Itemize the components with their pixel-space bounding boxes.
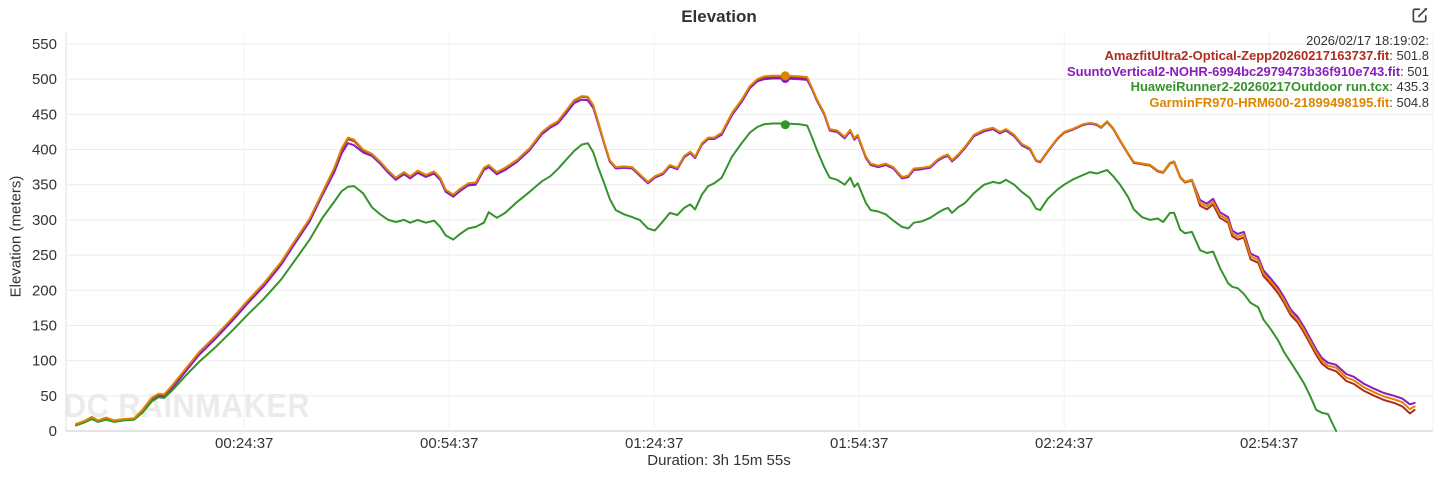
legend-entry-name: GarminFR970-HRM600-21899498195.fit bbox=[1149, 94, 1390, 110]
marker-dot-huawei bbox=[780, 120, 790, 130]
legend-entry-suunto: SuuntoVertical2-NOHR-6994bc2979473b36f91… bbox=[1067, 64, 1429, 79]
legend-entry-huawei: HuaweiRunner2-20260217Outdoor run.tcx: 4… bbox=[1067, 79, 1429, 94]
x-tick-label: 00:54:37 bbox=[420, 435, 478, 452]
y-tick-label: 400 bbox=[32, 142, 57, 159]
legend-entry-value: : 435.3 bbox=[1389, 79, 1429, 95]
edit-icon bbox=[1411, 7, 1429, 28]
legend-entry-value: : 504.8 bbox=[1389, 94, 1429, 110]
legend-entry-name: HuaweiRunner2-20260217Outdoor run.tcx bbox=[1130, 79, 1390, 95]
x-tick-label: 01:24:37 bbox=[625, 435, 683, 452]
y-tick-label: 150 bbox=[32, 317, 57, 334]
y-tick-label: 350 bbox=[32, 177, 57, 194]
legend-entry-value: : 501.8 bbox=[1389, 48, 1429, 64]
series-line-huawei bbox=[75, 122, 1338, 432]
x-axis-label: Duration: 3h 15m 55s bbox=[647, 452, 791, 469]
x-tick-label: 00:24:37 bbox=[215, 435, 273, 452]
legend-datetime: 2026/02/17 18:19:02: bbox=[1306, 33, 1429, 48]
legend-entry-name: SuuntoVertical2-NOHR-6994bc2979473b36f91… bbox=[1066, 63, 1401, 79]
chart-title: Elevation bbox=[681, 7, 757, 26]
legend-entry-name: AmazfitUltra2-Optical-Zepp20260217163737… bbox=[1104, 48, 1390, 64]
legend-entry-garmin: GarminFR970-HRM600-21899498195.fit: 504.… bbox=[1067, 95, 1429, 110]
hover-legend: 2026/02/17 18:19:02: AmazfitUltra2-Optica… bbox=[1067, 33, 1429, 110]
legend-entry-value: : 501 bbox=[1400, 63, 1429, 79]
y-tick-label: 0 bbox=[49, 423, 57, 440]
x-tick-label: 02:24:37 bbox=[1035, 435, 1093, 452]
edit-chart-button[interactable] bbox=[1411, 6, 1429, 24]
series-line-garmin bbox=[75, 74, 1416, 425]
y-tick-label: 250 bbox=[32, 247, 57, 264]
x-tick-label: 01:54:37 bbox=[830, 435, 888, 452]
marker-dot-garmin bbox=[780, 71, 790, 81]
y-tick-label: 200 bbox=[32, 282, 57, 299]
y-tick-label: 550 bbox=[32, 36, 57, 53]
y-tick-label: 50 bbox=[40, 388, 57, 405]
y-tick-label: 300 bbox=[32, 212, 57, 229]
y-tick-label: 450 bbox=[32, 106, 57, 123]
legend-entry-amazfit: AmazfitUltra2-Optical-Zepp20260217163737… bbox=[1067, 48, 1429, 63]
x-tick-label: 02:54:37 bbox=[1240, 435, 1298, 452]
y-tick-label: 500 bbox=[32, 71, 57, 88]
y-tick-label: 100 bbox=[32, 353, 57, 370]
